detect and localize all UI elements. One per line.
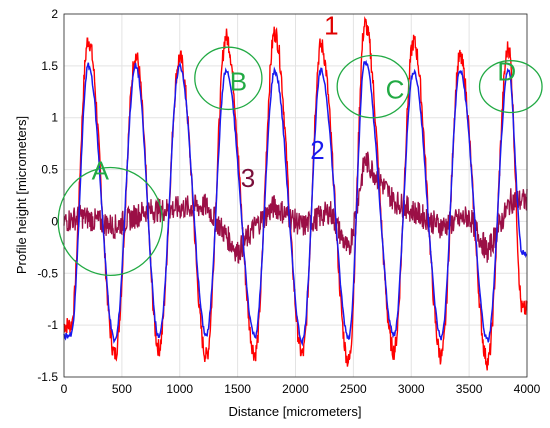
- y-axis-label: Profile height [micrometers]: [14, 116, 29, 274]
- x-tick-labels: 0 500 1000 1500 2000 2500 3000 3500 4000: [61, 382, 541, 396]
- y-tick-label: -0.5: [37, 266, 58, 280]
- x-tick-label: 3000: [398, 382, 425, 396]
- y-tick-labels: -1.5 -1 -0.5 0 0.5 1 1.5 2: [37, 7, 58, 384]
- series-label-3: 3: [241, 163, 255, 193]
- annotation-label-a: A: [92, 155, 110, 185]
- x-axis-label: Distance [micrometers]: [229, 404, 362, 419]
- x-tick-label: 500: [112, 382, 132, 396]
- x-tick-label: 2500: [340, 382, 367, 396]
- series-2-line: [63, 59, 528, 347]
- annotation-label-d: D: [497, 57, 516, 87]
- annotation-label-b: B: [230, 66, 247, 96]
- annotation-label-c: C: [386, 75, 405, 105]
- y-tick-label: 1.5: [41, 59, 58, 73]
- y-tick-label: 0: [51, 214, 58, 228]
- annotations: A B C D 1 2 3: [57, 11, 543, 277]
- x-tick-label: 3500: [456, 382, 483, 396]
- y-tick-label: 2: [51, 7, 58, 21]
- annotation-circle-d: [478, 60, 543, 114]
- series-label-1: 1: [324, 11, 338, 41]
- x-tick-label: 4000: [514, 382, 541, 396]
- x-tick-label: 0: [61, 382, 68, 396]
- x-tick-label: 1000: [166, 382, 193, 396]
- annotation-circle-a: [57, 166, 164, 277]
- annotation-circle-b: [194, 46, 263, 111]
- series-layer: [63, 16, 528, 371]
- y-tick-label: -1.5: [37, 370, 58, 384]
- series-label-2: 2: [310, 135, 324, 165]
- x-tick-label: 2000: [282, 382, 309, 396]
- y-tick-label: -1: [47, 318, 58, 332]
- y-tick-label: 0.5: [41, 163, 58, 177]
- y-tick-label: 1: [51, 111, 58, 125]
- x-tick-label: 1500: [224, 382, 251, 396]
- annotation-circle-c: [336, 54, 410, 119]
